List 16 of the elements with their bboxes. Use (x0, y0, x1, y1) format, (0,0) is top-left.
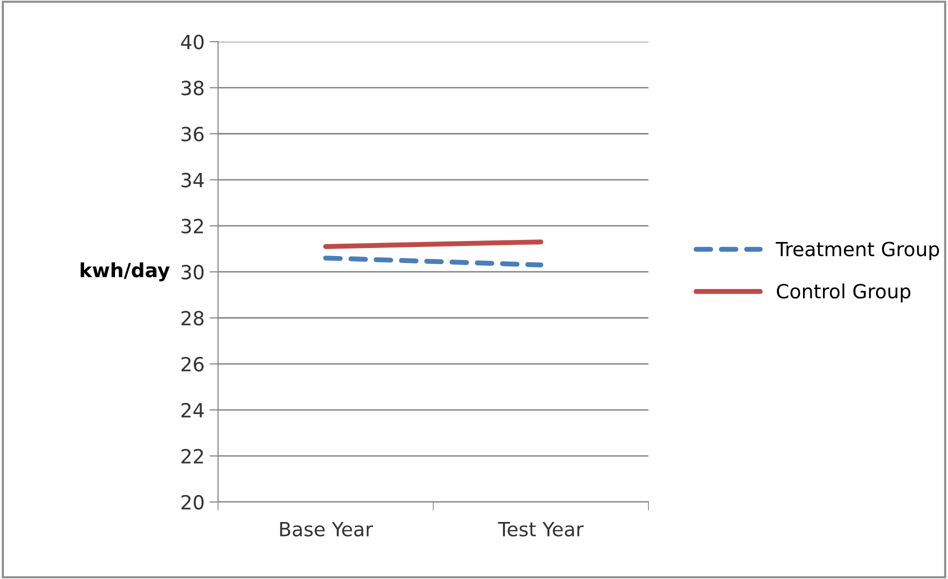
y-tick-label: 22 (182, 448, 203, 464)
legend-label: Control Group (776, 284, 910, 302)
y-tick-label: 34 (182, 172, 204, 188)
y-tick-label: 20 (182, 494, 204, 510)
x-tick-label: Base Year (280, 522, 373, 536)
y-tick-label: 32 (182, 218, 203, 234)
x-tick-label: Test Year (498, 522, 584, 536)
y-tick-label: 24 (182, 402, 204, 418)
y-tick-label: 38 (182, 80, 204, 96)
y-tick-label: 26 (182, 356, 204, 372)
legend-label: Treatment Group (776, 242, 940, 260)
y-tick-label: 30 (182, 264, 204, 280)
y-tick-label: 40 (181, 34, 204, 50)
y-tick-label: 28 (182, 310, 204, 326)
y-axis-title: kwh/day (80, 262, 170, 282)
y-tick-label: 36 (182, 126, 204, 142)
